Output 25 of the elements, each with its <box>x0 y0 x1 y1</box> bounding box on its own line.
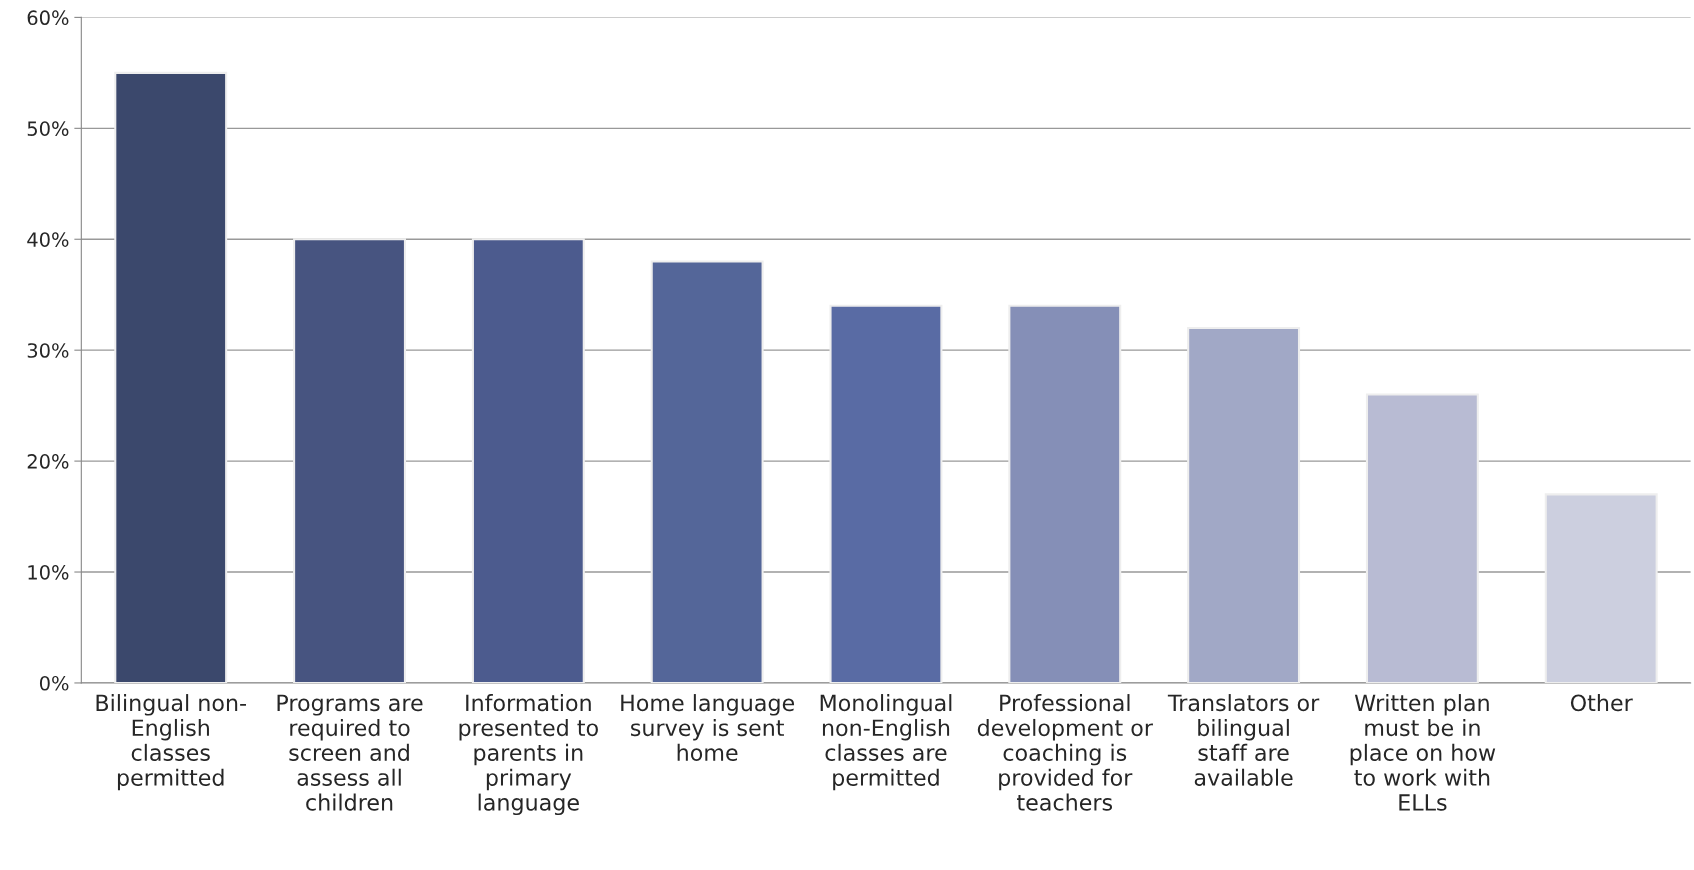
y-tick-label: 30% <box>27 343 69 358</box>
x-tick-label: Written plan must be in place on how to work with ELLs <box>1350 694 1496 811</box>
x-tick-label: Monolingual non-English classes are permitted <box>820 694 952 791</box>
bar <box>471 238 585 683</box>
bar <box>829 304 943 683</box>
y-tick-label: 10% <box>28 564 69 580</box>
x-tick-label: Information presented to parents in primary language <box>459 694 598 816</box>
x-tick-label: Other <box>1570 694 1633 712</box>
x-tick-label: Bilingual non-English classes permitted <box>96 694 246 791</box>
x-tick-label: Translators or bilingual staff are available <box>1167 694 1320 786</box>
y-tick-label: 20% <box>27 454 69 469</box>
y-tick-label: 60% <box>27 10 69 26</box>
bar <box>293 238 406 683</box>
x-tick-label: Professional development or coaching is provided for teachers <box>977 694 1153 811</box>
bar <box>1187 326 1301 683</box>
x-tick-label: Programs are required to screen and assess all children <box>277 694 423 811</box>
bar <box>114 71 228 683</box>
y-tick-label: 40% <box>27 232 69 247</box>
y-tick-label: 0% <box>39 675 69 691</box>
bar <box>650 260 764 683</box>
bar <box>1544 493 1658 683</box>
bar <box>1008 304 1122 683</box>
x-tick-label: Home language survey is sent home <box>621 694 795 762</box>
y-tick-label: 50% <box>27 121 69 136</box>
bar <box>1365 393 1479 683</box>
